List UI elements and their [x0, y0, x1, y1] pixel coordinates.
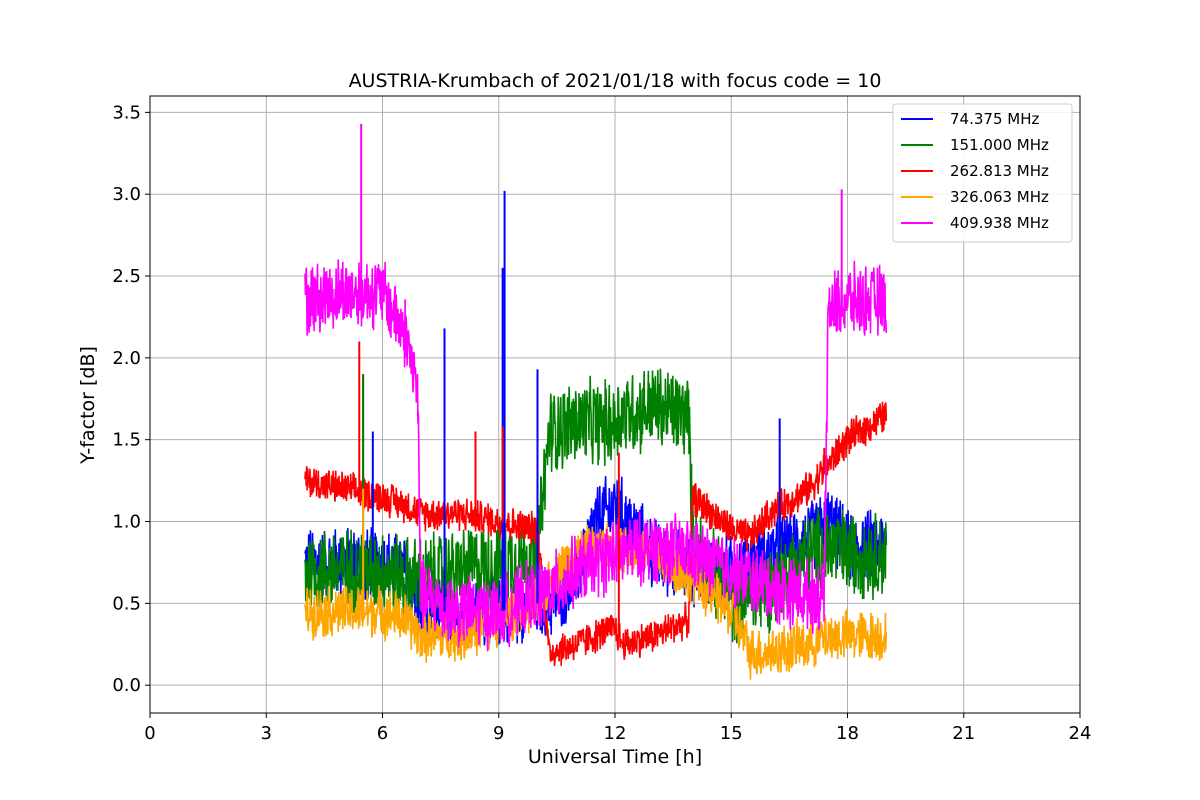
x-tick-label: 18 [836, 723, 859, 744]
legend-label: 262.813 MHz [950, 162, 1049, 180]
y-tick-label: 1.0 [112, 512, 141, 533]
y-tick-label: 0.0 [112, 675, 141, 696]
x-tick-label: 12 [604, 723, 627, 744]
series-line-4 [304, 259, 888, 652]
x-tick-label: 3 [261, 723, 272, 744]
x-tick-label: 6 [377, 723, 388, 744]
chart-title: AUSTRIA-Krumbach of 2021/01/18 with focu… [349, 70, 882, 92]
legend: 74.375 MHz 151.000 MHz 262.813 MHz 326.063 … [892, 103, 1073, 243]
y-tick-label: 3.0 [112, 184, 141, 205]
legend-label: 326.063 MHz [950, 188, 1049, 206]
x-tick-label: 15 [720, 723, 743, 744]
y-axis-label: Y-factor [dB] [77, 346, 99, 465]
x-axis-label: Universal Time [h] [528, 746, 702, 768]
legend-label: 151.000 MHz [950, 136, 1049, 154]
legend-label: 74.375 MHz [950, 110, 1039, 128]
series-line-2 [304, 401, 888, 667]
ticks: 0 3 6 9 12 15 18 21 24 0.0 0.5 1.0 1.5 2.0 2.5 3.0 3.5 [112, 102, 1091, 744]
series-line-1 [304, 368, 888, 646]
y-tick-label: 2.0 [112, 348, 141, 369]
x-tick-label: 24 [1069, 723, 1092, 744]
x-tick-label: 21 [952, 723, 975, 744]
x-tick-label: 0 [144, 723, 155, 744]
y-tick-label: 1.5 [112, 430, 141, 451]
y-tick-label: 0.5 [112, 593, 141, 614]
x-tick-label: 9 [493, 723, 504, 744]
series-lines [304, 123, 888, 680]
legend-label: 409.938 MHz [950, 214, 1049, 232]
y-tick-label: 3.5 [112, 102, 141, 123]
legend-box [892, 103, 1073, 243]
y-tick-label: 2.5 [112, 266, 141, 287]
